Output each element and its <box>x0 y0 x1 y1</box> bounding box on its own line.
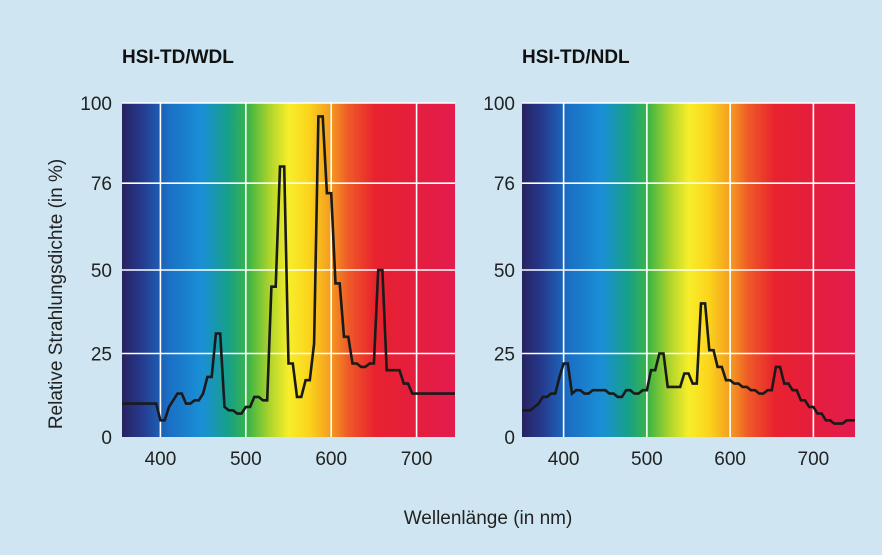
y-tick-label: 76 <box>91 174 112 195</box>
y-tick-label: 25 <box>494 345 515 366</box>
y-tick-label: 100 <box>80 94 112 115</box>
x-tick-label: 500 <box>631 449 663 470</box>
y-tick-label: 25 <box>91 345 112 366</box>
y-tick-label: 0 <box>101 428 112 449</box>
y-tick-label: 100 <box>483 94 515 115</box>
chart-panel-1: HSI-TD/WDL 0 25 50 76 100 400 500 600 700 <box>80 47 455 470</box>
series-line <box>522 302 855 425</box>
x-tick-label: 500 <box>230 449 262 470</box>
x-axis-label: Wellenlänge (in nm) <box>404 508 573 529</box>
x-tick-label: 400 <box>548 449 580 470</box>
x-tick-label: 600 <box>315 449 347 470</box>
chart-title: HSI-TD/WDL <box>122 47 234 68</box>
y-tick-label: 76 <box>494 174 515 195</box>
y-tick-label: 50 <box>91 261 112 282</box>
series-line <box>122 115 455 422</box>
x-tick-label: 700 <box>798 449 830 470</box>
chart-panel-2: HSI-TD/NDL 0 25 50 76 100 400 500 600 700 <box>483 47 855 470</box>
y-tick-label: 0 <box>504 428 515 449</box>
chart-title: HSI-TD/NDL <box>522 47 630 68</box>
x-tick-label: 700 <box>401 449 433 470</box>
y-axis-label: Relative Strahlungsdichte (in %) <box>46 159 67 429</box>
x-tick-label: 400 <box>145 449 177 470</box>
y-tick-label: 50 <box>494 261 515 282</box>
x-tick-label: 600 <box>714 449 746 470</box>
